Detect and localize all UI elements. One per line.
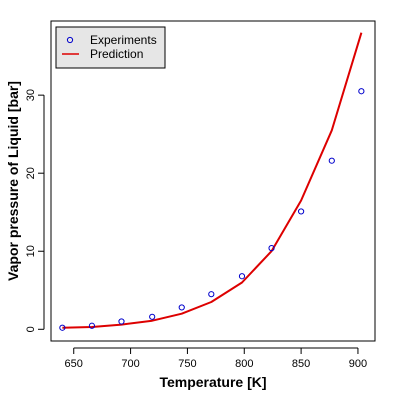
legend-experiments-label: Experiments xyxy=(90,33,157,47)
y-tick-label: 10 xyxy=(25,245,37,257)
y-tick-label: 30 xyxy=(25,89,37,101)
experiment-point xyxy=(328,157,335,164)
x-tick-label: 850 xyxy=(292,358,310,370)
y-tick-label: 0 xyxy=(25,326,37,332)
experiment-point xyxy=(118,318,125,325)
experiment-point xyxy=(59,324,66,331)
experiment-point xyxy=(268,245,275,252)
legend-prediction-label: Prediction xyxy=(90,47,143,61)
legend-experiments-marker xyxy=(66,36,74,44)
experiment-point xyxy=(208,291,215,298)
experiment-point xyxy=(149,313,156,320)
x-tick-label: 800 xyxy=(235,358,253,370)
experiment-point xyxy=(298,208,305,215)
prediction-line xyxy=(62,32,363,329)
legend-box xyxy=(55,26,166,69)
y-axis-title: Vapor pressure of Liquid [bar] xyxy=(5,81,21,281)
experiment-point xyxy=(88,322,96,329)
experiment-point xyxy=(358,88,365,95)
y-tick-label: 20 xyxy=(25,167,37,179)
x-tick-label: 750 xyxy=(178,358,196,370)
x-tick-label: 650 xyxy=(65,358,83,370)
x-tick-label: 700 xyxy=(121,358,139,370)
series xyxy=(59,32,365,331)
plot-frame xyxy=(50,20,376,342)
experiment-point xyxy=(238,273,246,280)
experiment-point xyxy=(178,304,185,311)
legend: Experiments Prediction xyxy=(55,26,166,69)
x-axis-title: Temperature [K] xyxy=(159,374,266,390)
x-tick-label: 900 xyxy=(349,358,367,370)
axes: 650 700 750 800 850 900 0 10 20 30 xyxy=(25,89,367,370)
